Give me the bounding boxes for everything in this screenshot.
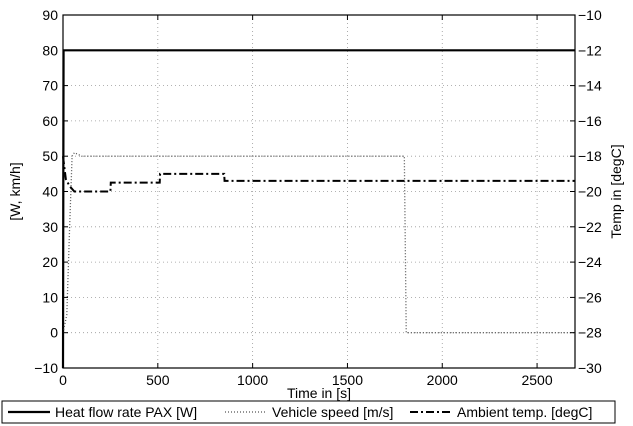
x-tick-label: 1500 (332, 372, 363, 388)
y-left-tick-label: 80 (42, 42, 58, 58)
y-left-tick-label: 40 (42, 184, 58, 200)
y-right-tick-label: −22 (578, 219, 602, 235)
y-right-tick-label: −20 (578, 184, 602, 200)
y-left-tick-label: 90 (42, 7, 58, 23)
y-right-tick-label: −12 (578, 42, 602, 58)
y-axis-right-label: Temp in [degC] (608, 144, 624, 238)
y-right-tick-label: −14 (578, 78, 602, 94)
series-line-2 (62, 156, 575, 193)
y-left-tick-label: −10 (34, 360, 58, 376)
x-axis-ticks: 0 500 1000 1500 2000 2500 (59, 15, 553, 388)
y-right-tick-label: −16 (578, 113, 602, 129)
y-left-tick-label: 50 (42, 148, 58, 164)
x-tick-label: 1000 (237, 372, 268, 388)
y-right-tick-label: −26 (578, 289, 602, 305)
y-left-tick-label: 70 (42, 78, 58, 94)
x-tick-label: 2500 (521, 372, 552, 388)
y-axis-right-ticks: −30 −28 −26 −24 −22 −20 −18 −16 −14 −12 −10 (570, 7, 602, 376)
y-right-tick-label: −18 (578, 148, 602, 164)
x-tick-label: 2000 (427, 372, 458, 388)
legend-label-0: Heat flow rate PAX [W] (55, 404, 197, 420)
y-left-tick-label: 10 (42, 289, 58, 305)
y-right-tick-label: −24 (578, 254, 602, 270)
y-left-tick-label: 60 (42, 113, 58, 129)
y-left-tick-label: 30 (42, 219, 58, 235)
y-axis-left-label: [W, km/h] (7, 162, 23, 220)
y-axis-left-ticks: −10 0 10 20 30 40 50 60 70 80 90 (34, 7, 68, 376)
series-layer (61, 49, 575, 369)
series-line-0 (61, 49, 575, 369)
y-left-tick-label: 0 (50, 325, 58, 341)
legend-label-2: Ambient temp. [degC] (457, 404, 592, 420)
series-line-1 (62, 151, 575, 334)
y-right-tick-label: −28 (578, 325, 602, 341)
y-left-tick-label: 20 (42, 254, 58, 270)
y-right-tick-label: −10 (578, 7, 602, 23)
legend-label-1: Vehicle speed [m/s] (272, 404, 393, 420)
x-tick-label: 500 (146, 372, 170, 388)
x-axis-label: Time in [s] (287, 385, 351, 401)
grid (63, 15, 575, 368)
legend: Heat flow rate PAX [W] Vehicle speed [m/s… (1, 400, 616, 424)
legend-box (1, 400, 616, 424)
y-right-tick-label: −30 (578, 360, 602, 376)
x-tick-label: 0 (59, 372, 67, 388)
